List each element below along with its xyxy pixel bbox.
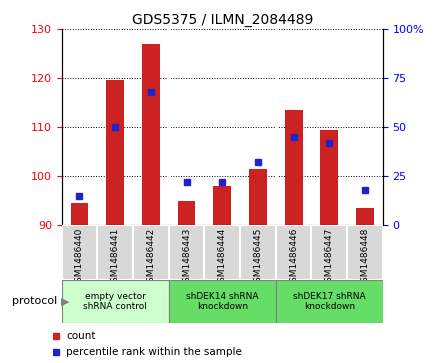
Bar bbox=[169, 225, 204, 280]
Text: protocol: protocol bbox=[12, 296, 57, 306]
Bar bbox=[169, 280, 276, 323]
Bar bbox=[97, 225, 133, 280]
Bar bbox=[320, 130, 338, 225]
Bar bbox=[249, 169, 267, 225]
Bar bbox=[178, 200, 195, 225]
Bar bbox=[106, 81, 124, 225]
Bar bbox=[62, 280, 169, 323]
Title: GDS5375 / ILMN_2084489: GDS5375 / ILMN_2084489 bbox=[132, 13, 313, 26]
Text: GSM1486442: GSM1486442 bbox=[147, 228, 155, 288]
Bar bbox=[240, 225, 276, 280]
Text: GSM1486447: GSM1486447 bbox=[325, 228, 334, 288]
Text: shDEK17 shRNA
knockdown: shDEK17 shRNA knockdown bbox=[293, 291, 366, 311]
Bar bbox=[204, 225, 240, 280]
Bar bbox=[285, 110, 303, 225]
Text: ▶: ▶ bbox=[61, 296, 70, 306]
Text: GSM1486445: GSM1486445 bbox=[253, 228, 262, 288]
Bar bbox=[276, 280, 383, 323]
Text: percentile rank within the sample: percentile rank within the sample bbox=[66, 347, 242, 357]
Bar bbox=[347, 225, 383, 280]
Bar bbox=[133, 225, 169, 280]
Text: GSM1486441: GSM1486441 bbox=[110, 228, 120, 288]
Bar bbox=[70, 203, 88, 225]
Bar bbox=[276, 225, 312, 280]
Text: GSM1486448: GSM1486448 bbox=[360, 228, 370, 288]
Text: count: count bbox=[66, 331, 96, 341]
Text: GSM1486444: GSM1486444 bbox=[218, 228, 227, 288]
Text: empty vector
shRNA control: empty vector shRNA control bbox=[83, 291, 147, 311]
Text: GSM1486446: GSM1486446 bbox=[289, 228, 298, 288]
Text: shDEK14 shRNA
knockdown: shDEK14 shRNA knockdown bbox=[186, 291, 258, 311]
Bar bbox=[142, 44, 160, 225]
Bar bbox=[356, 208, 374, 225]
Bar bbox=[213, 186, 231, 225]
Bar bbox=[62, 225, 97, 280]
Text: GSM1486443: GSM1486443 bbox=[182, 228, 191, 288]
Bar bbox=[312, 225, 347, 280]
Text: GSM1486440: GSM1486440 bbox=[75, 228, 84, 288]
